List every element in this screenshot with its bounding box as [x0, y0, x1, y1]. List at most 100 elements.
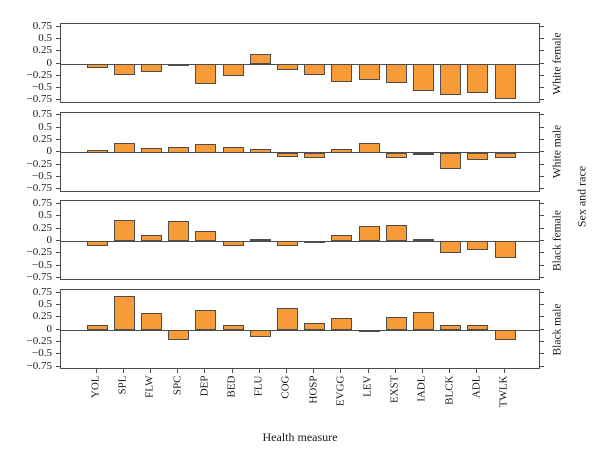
y-tick-label: −0.75 — [26, 182, 52, 195]
bar-white-female-spc — [168, 64, 190, 66]
x-tick — [95, 369, 97, 373]
bar-white-female-iadl — [412, 64, 434, 92]
x-tick — [231, 369, 233, 373]
y-tick-label: −0.75 — [26, 93, 52, 106]
x-tick-label-cog: COG — [279, 375, 292, 399]
x-tick-label-spc: SPC — [171, 375, 184, 395]
panel-black-female — [60, 200, 540, 281]
bar-white-male-dep — [195, 144, 217, 153]
y-tick-label: 0.5 — [38, 209, 52, 222]
x-tick — [449, 369, 451, 373]
y-tick-left — [56, 264, 60, 266]
bar-black-male-blck — [440, 324, 462, 330]
bar-white-female-cog — [276, 64, 298, 71]
y-tick-right — [540, 215, 544, 217]
y-tick-left — [56, 126, 60, 128]
y-tick-right — [540, 25, 544, 27]
y-tick-label: 0.25 — [32, 221, 52, 234]
bar-white-female-hosp — [304, 64, 326, 75]
x-tick-label-adl: ADL — [470, 375, 483, 398]
y-tick-right — [540, 74, 544, 76]
y-tick-label: −0.5 — [32, 169, 52, 182]
bar-black-female-yol — [86, 241, 108, 247]
y-tick-label: 0 — [46, 145, 53, 158]
bar-black-male-flu — [249, 330, 271, 337]
y-tick-left — [56, 215, 60, 217]
y-tick-left — [56, 25, 60, 27]
bar-black-female-flu — [249, 238, 271, 242]
bar-black-male-lev — [358, 329, 380, 332]
x-tick-label-spl: SPL — [116, 375, 129, 394]
y-tick-left — [56, 138, 60, 140]
bar-white-male-spl — [113, 142, 135, 153]
y-tick-label: −0.75 — [26, 270, 52, 283]
y-tick-label: −0.5 — [32, 258, 52, 271]
y-tick-label: 0.25 — [32, 310, 52, 323]
y-tick-left — [56, 340, 60, 342]
y-tick-right — [540, 202, 544, 204]
y-tick-left — [56, 99, 60, 101]
right-axis-title: Sex and race — [574, 165, 589, 228]
y-tick-right — [540, 151, 544, 153]
x-tick — [313, 369, 315, 373]
bar-black-male-spc — [168, 330, 190, 340]
bar-white-male-blck — [440, 152, 462, 169]
y-tick-right — [540, 316, 544, 318]
x-tick — [476, 369, 478, 373]
x-tick-label-hosp: HOSP — [307, 375, 320, 404]
y-tick-right — [540, 239, 544, 241]
x-tick-label-exst: EXST — [388, 375, 401, 403]
x-tick-label-lev: LEV — [361, 375, 374, 397]
y-tick-left — [56, 188, 60, 190]
y-tick-left — [56, 353, 60, 355]
bar-white-male-twlk — [494, 152, 516, 158]
bar-black-male-evgg — [331, 318, 353, 330]
y-tick-right — [540, 126, 544, 128]
y-tick-right — [540, 252, 544, 254]
bar-white-male-lev — [358, 142, 380, 153]
y-tick-right — [540, 175, 544, 177]
y-tick-right — [540, 303, 544, 305]
zero-axis-line — [61, 329, 539, 331]
y-tick-right — [540, 276, 544, 278]
bar-black-female-exst — [385, 224, 407, 242]
zero-axis-line — [61, 240, 539, 242]
panel-label-white-female: White female — [551, 31, 564, 95]
bar-black-female-spc — [168, 221, 190, 242]
bar-black-male-spl — [113, 295, 135, 330]
y-tick-left — [56, 227, 60, 229]
bar-black-male-hosp — [304, 322, 326, 330]
y-tick-left — [56, 291, 60, 293]
y-tick-label: 0.5 — [38, 120, 52, 133]
y-tick-label: 0.25 — [32, 132, 52, 145]
y-tick-label: −0.25 — [26, 334, 52, 347]
y-tick-right — [540, 50, 544, 52]
bar-black-male-yol — [86, 324, 108, 330]
y-tick-left — [56, 37, 60, 39]
x-tick — [285, 369, 287, 373]
y-tick-label: −0.5 — [32, 81, 52, 94]
bar-white-female-flw — [140, 64, 162, 72]
y-tick-right — [540, 188, 544, 190]
zero-axis-line — [61, 152, 539, 154]
x-tick-label-flw: FLW — [143, 375, 156, 398]
panel-white-female — [60, 23, 540, 103]
bar-black-male-cog — [276, 308, 298, 330]
bar-black-female-cog — [276, 241, 298, 247]
bar-black-male-exst — [385, 316, 407, 330]
y-tick-right — [540, 353, 544, 355]
bar-white-female-exst — [385, 64, 407, 83]
y-tick-label: −0.5 — [32, 347, 52, 360]
panel-label-white-male: White male — [551, 125, 564, 179]
y-tick-right — [540, 340, 544, 342]
x-tick — [149, 369, 151, 373]
bar-white-male-iadl — [412, 152, 434, 155]
bar-black-female-bed — [222, 241, 244, 247]
x-axis-title: Health measure — [262, 430, 338, 444]
bar-white-female-lev — [358, 64, 380, 80]
y-tick-right — [540, 291, 544, 293]
y-tick-right — [540, 62, 544, 64]
y-tick-right — [540, 87, 544, 89]
bar-white-male-evgg — [331, 149, 353, 153]
